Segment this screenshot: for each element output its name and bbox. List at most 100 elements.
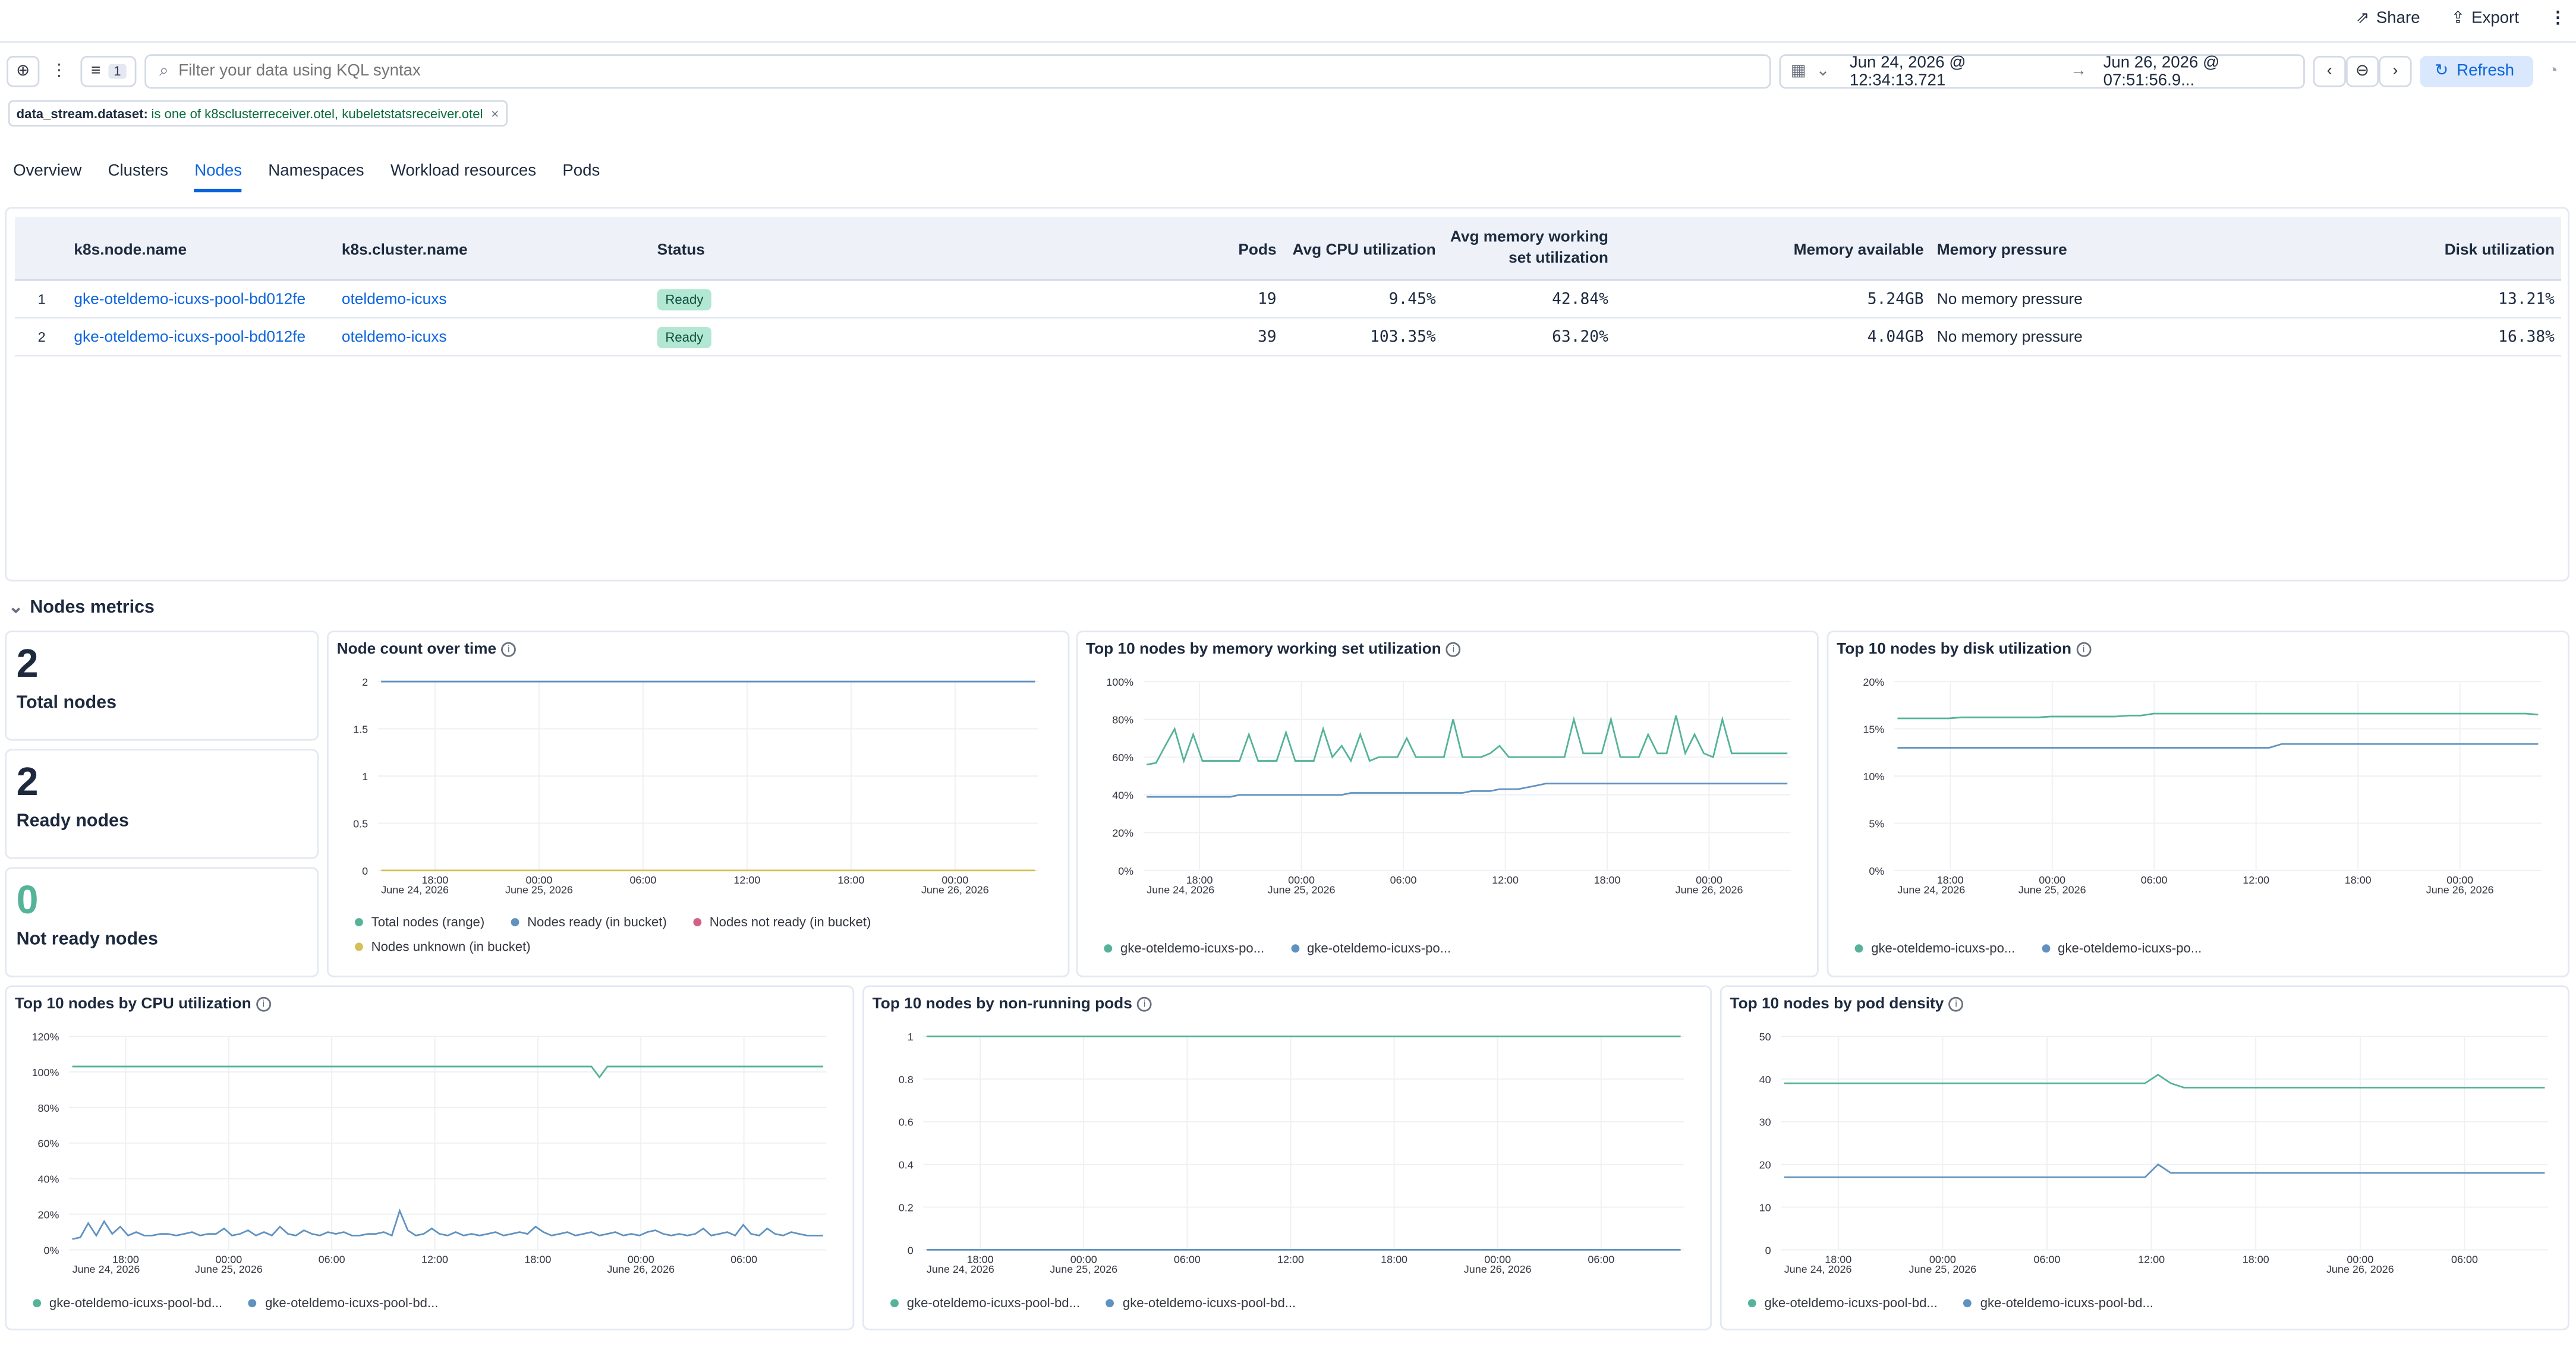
legend-item[interactable]: gke-oteldemo-icuxs-pool-bd... bbox=[248, 1296, 438, 1311]
next-range-icon[interactable]: › bbox=[2379, 55, 2412, 87]
table-row[interactable]: 2 gke-oteldemo-icuxs-pool-bd012fe oteldemo… bbox=[14, 318, 2562, 357]
y-tick-label: 20% bbox=[38, 1209, 59, 1220]
not-ready-nodes-value: 0 bbox=[16, 878, 39, 923]
filter-count-button[interactable]: ≡ 1 bbox=[80, 55, 137, 87]
node-name-link[interactable]: gke-oteldemo-icuxs-pool-bd012fe bbox=[74, 291, 306, 309]
y-tick-label: 0 bbox=[908, 1244, 914, 1256]
legend-dot-icon bbox=[355, 942, 363, 951]
info-icon[interactable]: i bbox=[1948, 996, 1964, 1012]
info-icon[interactable]: i bbox=[501, 642, 517, 657]
series-line[interactable] bbox=[72, 1065, 823, 1079]
col-status[interactable]: Status bbox=[657, 241, 705, 260]
legend-item[interactable]: gke-oteldemo-icuxs-pool-bd... bbox=[1964, 1296, 2153, 1311]
col-node-name[interactable]: k8s.node.name bbox=[74, 241, 187, 260]
legend-dot-icon bbox=[1854, 944, 1863, 953]
date-picker[interactable]: ▦ ⌄ Jun 24, 2026 @ 12:34:13.721 → Jun 26… bbox=[1779, 53, 2305, 90]
legend-item[interactable]: gke-oteldemo-icuxs-po... bbox=[1290, 941, 1451, 956]
more-menu-icon[interactable]: ⋮ bbox=[2549, 10, 2566, 28]
export-button[interactable]: ⇪ Export bbox=[2451, 10, 2520, 28]
share-icon: ⇗ bbox=[2355, 10, 2370, 28]
query-menu-icon[interactable]: ⋮ bbox=[51, 62, 68, 81]
cluster-name-link[interactable]: oteldemo-icuxs bbox=[341, 291, 447, 309]
tab-pods[interactable]: Pods bbox=[562, 162, 600, 181]
legend-item[interactable]: gke-oteldemo-icuxs-po... bbox=[1854, 941, 2015, 956]
legend-item[interactable]: gke-oteldemo-icuxs-po... bbox=[2041, 941, 2202, 956]
add-filter-icon[interactable]: ⊕ bbox=[7, 55, 40, 87]
x-start-label: June 24, 2026 bbox=[73, 1263, 140, 1275]
col-memory-ws[interactable]: Avg memory working set utilization bbox=[1450, 228, 1608, 268]
series-line[interactable] bbox=[72, 1208, 823, 1240]
tab-namespaces[interactable]: Namespaces bbox=[268, 162, 364, 181]
tab-overview[interactable]: Overview bbox=[13, 162, 82, 181]
x-tick-sublabel: June 26, 2026 bbox=[2426, 884, 2494, 896]
kql-search-bar[interactable]: ⌕ bbox=[144, 54, 1771, 89]
table-row[interactable]: 1 gke-oteldemo-icuxs-pool-bd012fe oteldemo… bbox=[14, 281, 2562, 319]
info-icon[interactable]: i bbox=[256, 996, 271, 1012]
zoom-out-icon[interactable]: ⊖ bbox=[2345, 55, 2379, 87]
auto-refresh-icon[interactable]: ◔ bbox=[2547, 62, 2558, 81]
x-tick-sublabel: June 25, 2026 bbox=[2018, 884, 2086, 896]
date-end[interactable]: Jun 26, 2026 @ 07:51:56.9... bbox=[2103, 53, 2220, 90]
series-line[interactable] bbox=[1897, 743, 2539, 749]
info-icon[interactable]: i bbox=[1446, 642, 1461, 657]
x-start-label: June 24, 2026 bbox=[381, 884, 449, 896]
tab-clusters[interactable]: Clusters bbox=[108, 162, 168, 181]
share-button[interactable]: ⇗ Share bbox=[2355, 10, 2420, 28]
x-tick-label: 18:00 bbox=[1937, 874, 1964, 886]
series-line[interactable] bbox=[1147, 715, 1788, 766]
x-tick-label: 06:00 bbox=[2034, 1254, 2061, 1266]
x-tick-label: 00:00 bbox=[525, 874, 552, 886]
date-start[interactable]: Jun 24, 2026 @ 12:34:13.721 bbox=[1849, 53, 1966, 90]
x-tick-label: 00:00 bbox=[1070, 1254, 1097, 1266]
col-cluster-name[interactable]: k8s.cluster.name bbox=[341, 241, 468, 260]
series-line[interactable] bbox=[1147, 783, 1788, 798]
calendar-icon[interactable]: ▦ bbox=[1790, 62, 1806, 81]
cluster-name-link[interactable]: oteldemo-icuxs bbox=[341, 328, 447, 347]
legend-item[interactable]: Nodes ready (in bucket) bbox=[511, 915, 667, 929]
legend-item[interactable]: gke-oteldemo-icuxs-pool-bd... bbox=[890, 1296, 1080, 1311]
series-line[interactable] bbox=[1897, 712, 2539, 720]
series-line[interactable] bbox=[1784, 1163, 2545, 1178]
col-memory-pressure[interactable]: Memory pressure bbox=[1936, 241, 2067, 260]
legend-item[interactable]: gke-oteldemo-icuxs-pool-bd... bbox=[1106, 1296, 1296, 1311]
legend-item[interactable]: Total nodes (range) bbox=[355, 915, 484, 929]
col-cpu[interactable]: Avg CPU utilization bbox=[1292, 241, 1436, 260]
chart-svg[interactable]: 120%100%80%60%40%20%0%June 24, 202618:00… bbox=[7, 987, 856, 1332]
col-memory-available[interactable]: Memory available bbox=[1793, 241, 1924, 260]
legend-item[interactable]: Nodes unknown (in bucket) bbox=[355, 939, 552, 954]
legend-item[interactable]: gke-oteldemo-icuxs-pool-bd... bbox=[1747, 1296, 1938, 1311]
tab-workload-resources[interactable]: Workload resources bbox=[390, 162, 537, 181]
chevron-down-icon[interactable]: ⌄ bbox=[1816, 62, 1830, 81]
panel-title-text: Top 10 nodes by disk utilization bbox=[1837, 640, 2072, 659]
info-icon[interactable]: i bbox=[1137, 996, 1152, 1012]
search-input[interactable] bbox=[178, 62, 1657, 81]
tab-bar: Overview Clusters Nodes Namespaces Workload … bbox=[13, 163, 600, 193]
filter-pill[interactable]: data_stream.dataset: is one of k8scluste… bbox=[8, 100, 507, 127]
info-icon[interactable]: i bbox=[2076, 642, 2092, 657]
nodes-metrics-toggle[interactable]: ⌄ Nodes metrics bbox=[8, 598, 155, 618]
export-icon: ⇪ bbox=[2451, 10, 2465, 28]
remove-filter-icon[interactable]: × bbox=[491, 106, 499, 121]
col-pods[interactable]: Pods bbox=[1238, 241, 1277, 260]
cpu-value: 9.45% bbox=[1388, 291, 1436, 309]
col-disk[interactable]: Disk utilization bbox=[2444, 241, 2555, 260]
refresh-button[interactable]: ↻ Refresh bbox=[2420, 55, 2534, 87]
legend-item[interactable]: Nodes not ready (in bucket) bbox=[693, 915, 871, 929]
disk-value: 13.21% bbox=[2498, 291, 2555, 309]
node-name-link[interactable]: gke-oteldemo-icuxs-pool-bd012fe bbox=[74, 328, 306, 347]
legend-item[interactable]: gke-oteldemo-icuxs-pool-bd... bbox=[33, 1296, 222, 1311]
tab-nodes[interactable]: Nodes bbox=[194, 163, 243, 193]
y-tick-label: 60% bbox=[1112, 752, 1133, 764]
x-tick-label: 12:00 bbox=[2243, 874, 2269, 886]
legend-item[interactable]: gke-oteldemo-icuxs-po... bbox=[1104, 941, 1264, 956]
y-tick-label: 20% bbox=[1112, 827, 1133, 839]
series-line[interactable] bbox=[1784, 1074, 2545, 1089]
x-tick-sublabel: June 25, 2026 bbox=[1050, 1263, 1117, 1275]
legend-dot-icon bbox=[355, 918, 363, 926]
prev-range-icon[interactable]: ‹ bbox=[2313, 55, 2346, 87]
